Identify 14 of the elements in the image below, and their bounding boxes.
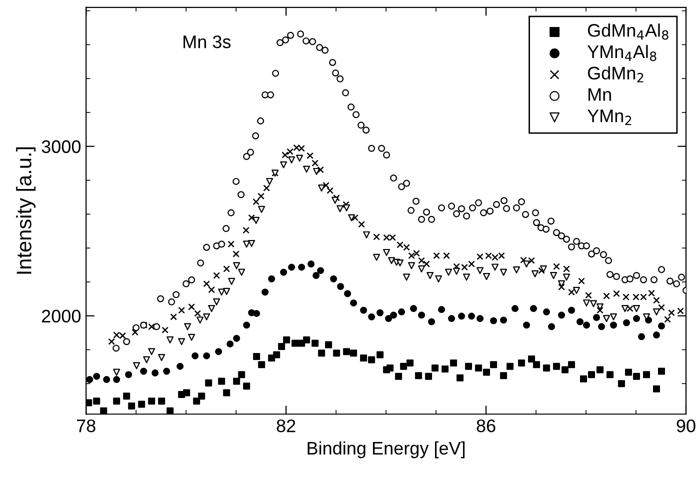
legend-label: YMn$_{2}$ [587,110,632,126]
x-tick-label: 78 [76,419,96,432]
x-tick-label: 90 [676,419,696,432]
y-tick-label: 2000 [42,310,81,323]
legend-label: GdMn$_{4}$Al$_{8}$ [588,24,668,40]
y-axis-title: Intensity [a.u.] [16,147,36,274]
legend-label: YMn$_{4}$Al$_{8}$ [587,44,656,62]
x-axis-title: Binding Energy [eV] [308,441,465,458]
x-tick-label: 86 [476,419,496,432]
y-tick-label: 3000 [42,140,81,154]
legend-label: Mn [588,88,611,101]
legend-label: GdMn$_{2}$ [588,66,644,82]
annotation: Mn 3s [184,35,231,48]
x-tick-label: 82 [276,419,296,432]
